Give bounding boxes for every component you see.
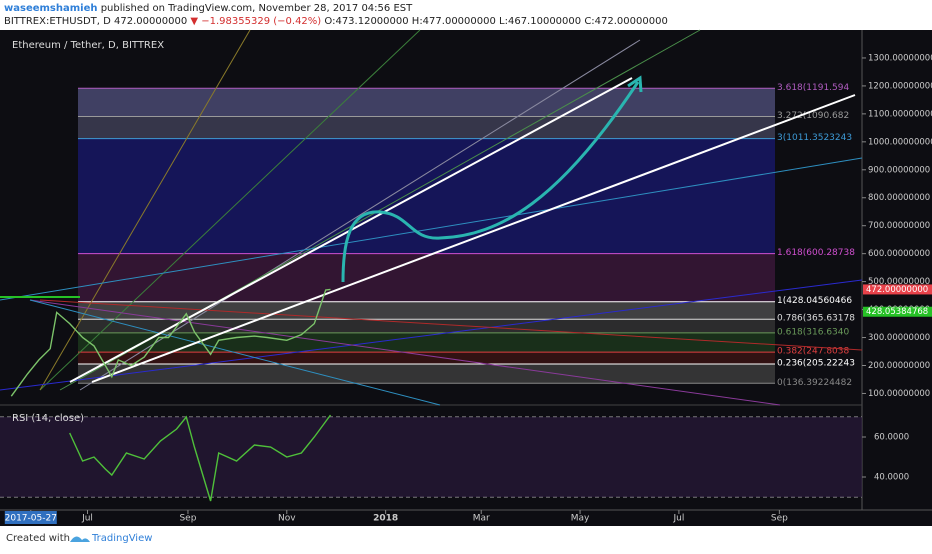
fib-band [78,138,775,254]
fib-label: 0.618(316.6340 [777,327,849,337]
y-tick-label: 800.00000000 [868,193,930,203]
footer-bg [0,526,932,550]
trendline [39,29,421,391]
fib-band [78,116,775,139]
trendline [0,157,863,301]
y-tick-label: 900.00000000 [868,165,930,175]
trendline [29,299,441,406]
x-tick-label: May [571,514,590,524]
y-tick-label: 600.00000000 [868,249,930,259]
rsi-y-tick-label: 40.0000 [874,473,909,483]
fib-band [78,301,775,320]
fib-label: 0.236(205.22243 [777,359,855,369]
x-tick-label: Nov [278,514,296,524]
author: waseemshamieh [4,3,98,14]
y-tick-label: 200.00000000 [868,361,930,371]
fib-band [78,332,775,353]
symbol: BITTREX:ETHUSDT, D [4,16,111,27]
x-tick-label: Mar [473,514,490,524]
series-line [10,288,331,397]
ohlc: O:473.12000000 H:477.00000000 L:467.1000… [324,16,667,27]
chart-title: Ethereum / Tether, D, BITTREX [12,40,164,51]
projection-arrow [341,81,640,283]
plot-group: 100.00000000200.00000000300.00000000400.… [0,53,932,524]
tv-logo [70,536,90,542]
fib-label: 0.786(365.63178 [777,314,855,324]
x-tick-label: Jul [672,514,684,524]
footer-created: Created with [6,533,70,544]
y-tick-label: 700.00000000 [868,221,930,231]
footer-brand: TradingView [91,533,152,544]
fib-band [78,352,775,365]
x-tick-label: Jul [81,514,93,524]
y-tick-label: 1000.00000000 [868,137,932,147]
fib-label: 1(428.04560466 [777,296,852,306]
x-tick-label: 2017-05-27 [5,514,57,524]
trendline [0,279,863,391]
trendline [29,299,781,406]
fib-band [78,88,775,117]
y-tick-label: 1200.00000000 [868,81,932,91]
price-tag [863,306,932,317]
drawings [0,29,863,406]
y-tick-label: 300.00000000 [868,333,930,343]
price-tag-label: 428.05384768 [866,307,928,317]
fib-band [78,364,775,384]
quote-line: BITTREX:ETHUSDT, D 472.00000000 ▼ −1.983… [4,16,668,27]
y-tick-label: 100.00000000 [868,389,930,399]
change: ▼ −1.98355329 (−0.42%) [190,16,321,27]
fib-band [78,253,775,302]
series-line [69,414,332,502]
x-tick-highlight [4,511,57,524]
y-tick-label: 1100.00000000 [868,109,932,119]
header-line: waseemshamieh published on TradingView.c… [4,3,413,14]
rsi-title: RSI (14, close) [12,413,84,424]
fib-label: 3.272(1090.682 [777,111,849,121]
price-tag [863,284,932,295]
fib-label: 1.618(600.28738 [777,248,855,258]
y-tick-label: 500.00000000 [868,277,930,287]
x-tick-label: Sep [771,514,788,524]
fib-label: 0.382(247.8038 [777,347,849,357]
y-tick-label: 1300.00000000 [868,53,932,63]
published: published on TradingView.com, November 2… [101,3,413,14]
x-tick-label: 2018 [373,514,398,524]
x-tick-label: Sep [179,514,196,524]
fib-label: 0(136.39224482 [777,378,852,388]
price-tag-label: 472.00000000 [866,285,928,295]
fib-label: 3.618(1191.594 [777,83,849,93]
rsi-y-tick-label: 60.0000 [874,433,909,443]
arrow-head [627,75,643,93]
trendline [39,299,863,351]
fib-group: 3.618(1191.594 3.272(1090.682 3(1011.35232… [78,83,855,388]
rsi-band-fill [0,417,862,497]
fib-label: 3(1011.3523243 [777,133,852,143]
channel-line [91,94,856,383]
last: 472.00000000 [114,16,187,27]
